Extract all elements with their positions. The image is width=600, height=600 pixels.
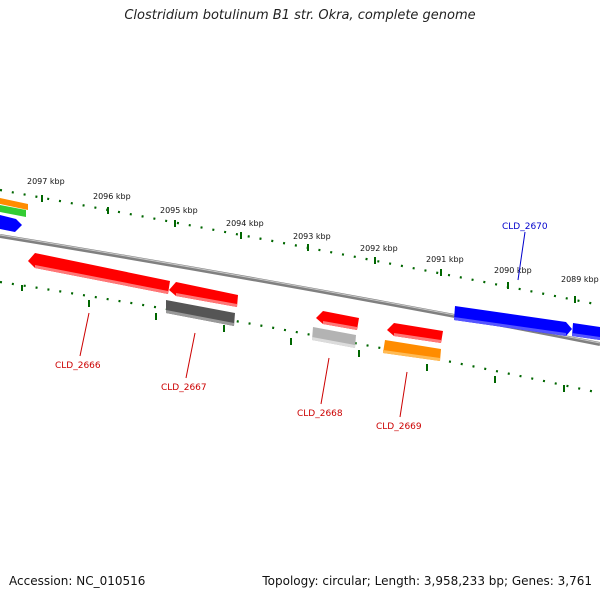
gene-arrow-cld-2667 <box>169 282 238 307</box>
accession-text: Accession: NC_010516 <box>9 574 146 588</box>
rna-feature-orange <box>0 198 28 210</box>
kbp-label: 2096 kbp <box>93 192 131 201</box>
kbp-label: 2092 kbp <box>360 244 398 253</box>
outer-major-ticks <box>41 195 576 303</box>
pseudo-feature-2667 <box>166 300 235 326</box>
gene-leader-lines <box>79 231 526 418</box>
pseudo-feature-2668 <box>312 327 356 348</box>
rna-feature-2669 <box>383 340 441 361</box>
kbp-label: 2097 kbp <box>27 177 65 186</box>
kbp-label: 2089 kbp <box>561 275 599 284</box>
inner-major-ticks <box>21 285 565 392</box>
rna-feature-green <box>0 205 26 217</box>
gene-arrow-cld-2668 <box>316 311 359 330</box>
gene-label-cld-2668: CLD_2668 <box>297 409 343 419</box>
gene-label-cld-2670: CLD_2670 <box>502 222 548 232</box>
kbp-label: 2094 kbp <box>226 219 264 228</box>
outer-tick-ring <box>0 188 600 307</box>
gene-arrow-cld-2669 <box>387 323 443 343</box>
gene-arrow-cld-2670 <box>454 306 572 336</box>
inner-tick-ring <box>0 280 600 395</box>
gene-label-cld-2666: CLD_2666 <box>55 361 101 371</box>
kbp-label: 2093 kbp <box>293 232 331 241</box>
kbp-label: 2090 kbp <box>494 266 532 275</box>
gene-label-cld-2669: CLD_2669 <box>376 422 422 432</box>
kbp-label: 2095 kbp <box>160 206 198 215</box>
map-title: Clostridium botulinum B1 str. Okra, comp… <box>124 8 476 23</box>
topology-text: Topology: circular; Length: 3,958,233 bp… <box>262 574 592 588</box>
gene-arrow-cld-2666 <box>28 253 170 294</box>
gene-arrow-forward-left <box>0 215 22 232</box>
kbp-labels: 2097 kbp 2096 kbp 2095 kbp 2094 kbp 2093… <box>27 177 599 284</box>
gene-label-cld-2667: CLD_2667 <box>161 383 207 393</box>
kbp-label: 2091 kbp <box>426 255 464 264</box>
